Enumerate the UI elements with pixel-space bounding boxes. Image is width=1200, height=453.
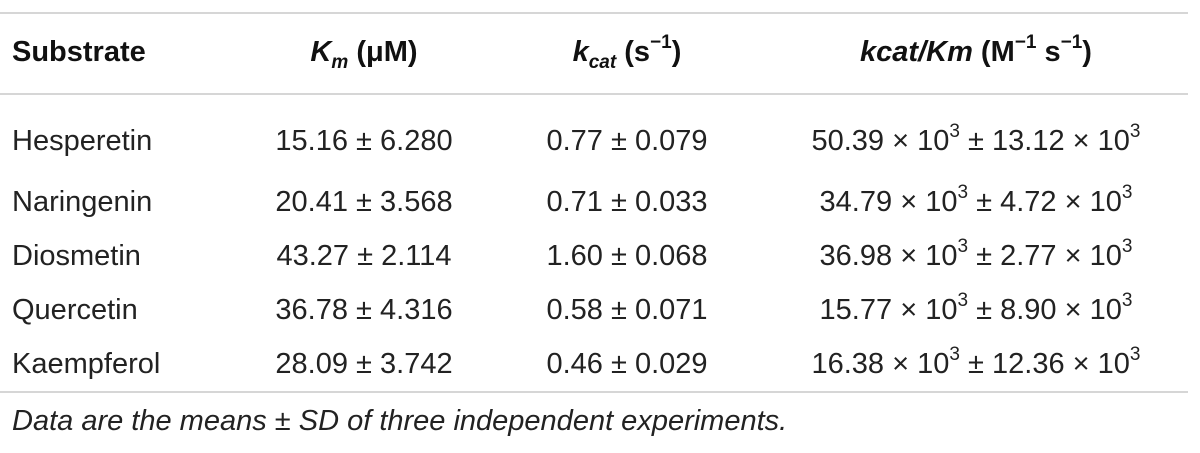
table-row: Kaempferol 28.09 ± 3.742 0.46 ± 0.029 16.38… <box>12 337 1200 391</box>
table-footnote: Data are the means ± SD of three indepen… <box>12 405 788 437</box>
plus-minus-sign: ± <box>968 347 984 380</box>
cell-kcat-km: 36.98 × 103 ± 2.77 × 103 <box>752 229 1200 283</box>
power-exponent: 3 <box>957 289 969 311</box>
times-sign: × <box>1064 239 1082 272</box>
cell-kcat: 0.77 ± 0.079 <box>546 124 708 157</box>
power-exponent: 3 <box>1121 235 1133 257</box>
times-sign: × <box>900 239 918 272</box>
power-base: 10 <box>917 124 950 157</box>
power-base: 10 <box>1089 185 1122 218</box>
header-kcat-symbol: k <box>572 36 589 68</box>
ratio-mean: 16.38 <box>811 347 885 380</box>
header-kcat-unit-close: ) <box>671 36 682 68</box>
power-base: 10 <box>1089 293 1122 326</box>
ratio-sd: 4.72 <box>1000 185 1057 218</box>
table-row: Naringenin 20.41 ± 3.568 0.71 ± 0.033 34.79… <box>12 175 1200 229</box>
ratio-mean: 15.77 <box>819 293 893 326</box>
cell-substrate: Kaempferol <box>12 347 161 380</box>
power-exponent: 3 <box>1129 120 1141 142</box>
cell-substrate: Diosmetin <box>12 239 141 272</box>
power-base: 10 <box>1089 239 1122 272</box>
header-substrate: Substrate <box>12 12 226 93</box>
times-sign: × <box>1072 124 1090 157</box>
bottom-rule <box>0 391 1188 393</box>
header-row: Substrate Km (μM) kcat (s−1) kcat/Km (M−… <box>12 12 1200 93</box>
header-km: Km (μM) <box>226 12 502 93</box>
header-kcat-unit-exp: −1 <box>650 32 672 53</box>
ratio-mean: 36.98 <box>819 239 893 272</box>
cell-kcat: 1.60 ± 0.068 <box>546 239 708 272</box>
power-exponent: 3 <box>957 181 969 203</box>
ratio-sd: 12.36 <box>992 347 1065 380</box>
cell-kcat-km: 34.79 × 103 ± 4.72 × 103 <box>752 175 1200 229</box>
table-row: Quercetin 36.78 ± 4.316 0.58 ± 0.071 15.77 … <box>12 283 1200 337</box>
plus-minus-sign: ± <box>968 124 984 157</box>
times-sign: × <box>900 185 918 218</box>
cell-kcat-km: 15.77 × 103 ± 8.90 × 103 <box>752 283 1200 337</box>
cell-kcat: 0.71 ± 0.033 <box>546 185 708 218</box>
cell-km: 43.27 ± 2.114 <box>276 239 452 272</box>
header-ratio-unit: (M <box>972 36 1015 68</box>
power-exponent: 3 <box>1129 343 1141 365</box>
plus-minus-sign: ± <box>976 185 993 218</box>
header-ratio-unit-exp2: −1 <box>1060 32 1083 53</box>
header-ratio: kcat/Km (M−1 s−1) <box>752 12 1200 93</box>
cell-kcat-km: 50.39 × 103 ± 13.12 × 103 <box>752 93 1200 175</box>
ratio-mean: 50.39 <box>811 124 885 157</box>
top-rule <box>0 12 1188 14</box>
power-exponent: 3 <box>957 235 969 257</box>
cell-kcat: 0.46 ± 0.029 <box>546 347 708 380</box>
header-ratio-symbol: kcat/Km <box>860 36 973 68</box>
cell-kcat: 0.58 ± 0.071 <box>546 293 708 326</box>
plus-minus-sign: ± <box>976 239 993 272</box>
times-sign: × <box>1064 293 1082 326</box>
kinetics-table: Substrate Km (μM) kcat (s−1) kcat/Km (M−… <box>12 12 1200 391</box>
header-ratio-unit-exp1: −1 <box>1014 32 1037 53</box>
ratio-sd: 13.12 <box>992 124 1065 157</box>
table-row: Hesperetin 15.16 ± 6.280 0.77 ± 0.079 50.39… <box>12 93 1200 175</box>
cell-substrate: Quercetin <box>12 293 138 326</box>
power-exponent: 3 <box>1121 289 1133 311</box>
power-base: 10 <box>925 185 958 218</box>
power-base: 10 <box>1097 347 1130 380</box>
cell-km: 28.09 ± 3.742 <box>275 347 453 380</box>
cell-km: 36.78 ± 4.316 <box>275 293 453 326</box>
power-base: 10 <box>917 347 950 380</box>
power-base: 10 <box>925 293 958 326</box>
times-sign: × <box>1072 347 1090 380</box>
cell-km: 20.41 ± 3.568 <box>275 185 453 218</box>
times-sign: × <box>900 293 918 326</box>
header-kcat-unit: (s <box>616 36 651 68</box>
times-sign: × <box>1064 185 1082 218</box>
cell-substrate: Naringenin <box>12 185 153 218</box>
ratio-sd: 2.77 <box>1000 239 1057 272</box>
ratio-mean: 34.79 <box>819 185 893 218</box>
header-ratio-unit-close: ) <box>1082 36 1092 68</box>
power-exponent: 3 <box>949 120 960 142</box>
header-km-symbol: K <box>310 36 332 68</box>
header-kcat-subscript: cat <box>588 52 617 73</box>
header-rule <box>0 93 1188 95</box>
power-base: 10 <box>925 239 958 272</box>
plus-minus-sign: ± <box>976 293 993 326</box>
times-sign: × <box>892 347 910 380</box>
header-km-subscript: m <box>331 52 349 73</box>
header-ratio-unit-s: s <box>1036 36 1061 68</box>
power-exponent: 3 <box>1121 181 1133 203</box>
table-row: Diosmetin 43.27 ± 2.114 1.60 ± 0.068 36.98 … <box>12 229 1200 283</box>
cell-substrate: Hesperetin <box>12 124 153 157</box>
header-kcat: kcat (s−1) <box>502 12 752 93</box>
power-exponent: 3 <box>949 343 960 365</box>
power-base: 10 <box>1097 124 1130 157</box>
cell-kcat-km: 16.38 × 103 ± 12.36 × 103 <box>752 337 1200 391</box>
cell-km: 15.16 ± 6.280 <box>275 124 453 157</box>
ratio-sd: 8.90 <box>1000 293 1057 326</box>
header-substrate-label: Substrate <box>12 36 146 68</box>
header-km-unit: (μM) <box>348 36 418 68</box>
times-sign: × <box>892 124 910 157</box>
